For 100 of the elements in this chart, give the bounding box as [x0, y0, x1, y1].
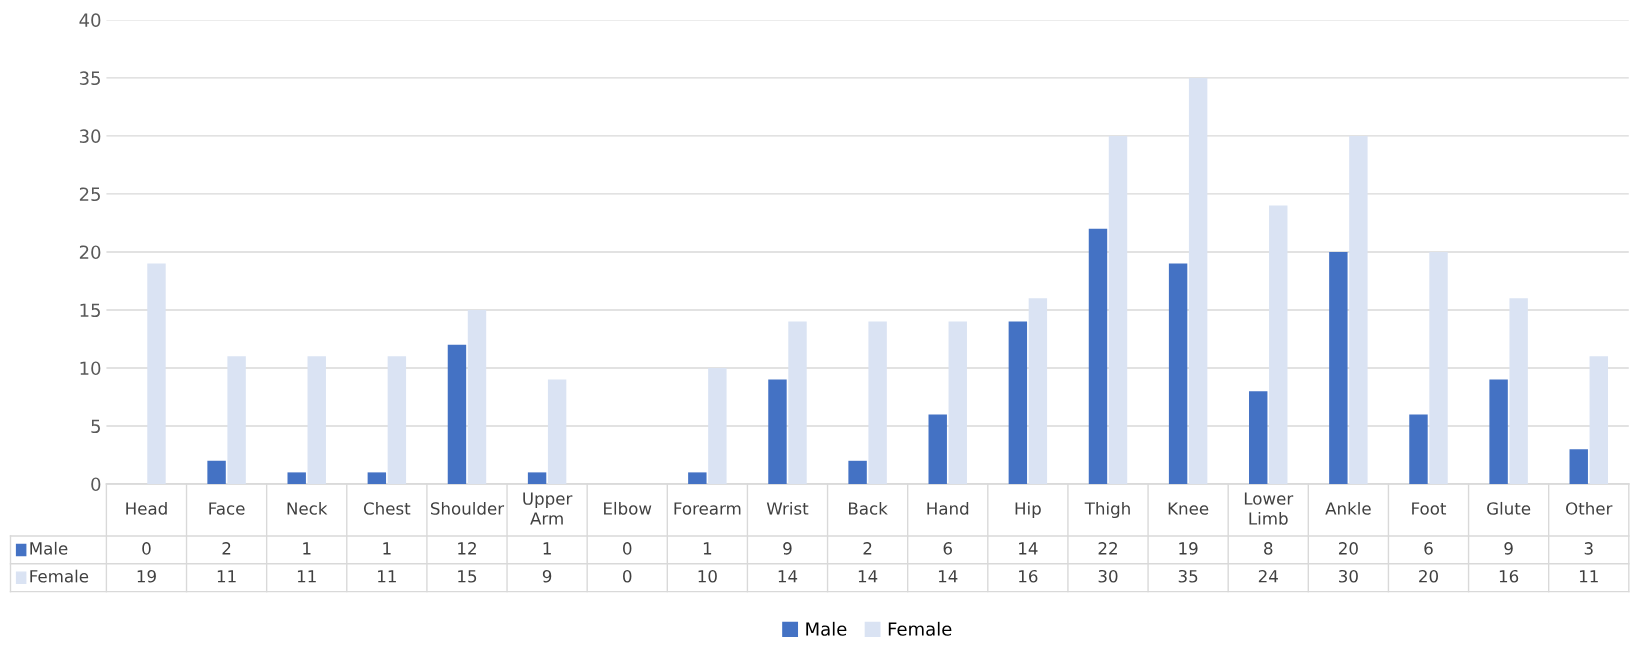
data-label: 1: [543, 542, 551, 555]
data-label: 14: [858, 570, 878, 583]
data-label: 20: [1419, 569, 1438, 583]
text: Male: [30, 541, 68, 555]
x-tick-label: Forearm: [674, 502, 741, 515]
bar: [928, 414, 947, 484]
data-label: 2: [222, 542, 231, 555]
x-tick-label: Thigh: [1084, 501, 1130, 519]
bar: [1168, 263, 1188, 484]
bar: [287, 472, 306, 484]
bar: [788, 321, 807, 484]
y-tick-label: 15: [80, 303, 100, 318]
bar: [467, 309, 487, 484]
x-tick-label: Neck: [287, 501, 328, 515]
data-label: 6: [1424, 542, 1433, 555]
bar: [768, 379, 787, 484]
legend-label: Female: [30, 569, 89, 583]
x-tick-label: Back: [849, 501, 888, 515]
data-label: 1: [303, 542, 311, 555]
bar: [1569, 449, 1588, 484]
x-tick-label: Knee: [1168, 502, 1209, 515]
bar: [1429, 251, 1448, 484]
data-label: 19: [137, 569, 156, 583]
y-tick-label: 30: [79, 129, 101, 144]
bar: [307, 356, 326, 484]
bar: [1108, 135, 1128, 484]
data-label: 16: [1019, 569, 1038, 583]
x-tick-label: Other: [1566, 501, 1613, 515]
y-tick-label: 25: [79, 187, 100, 202]
x-tick-label: Head: [126, 501, 167, 515]
data-label: 8: [1264, 542, 1273, 555]
bar: [1008, 321, 1028, 484]
bar: [1349, 135, 1368, 484]
data-label: 0: [623, 542, 632, 555]
data-label: 35: [1178, 569, 1198, 583]
data-label: 14: [938, 570, 958, 583]
data-label: 3: [1584, 542, 1593, 555]
x-tick-label: Hand: [927, 501, 969, 515]
y-tick-label: 0: [91, 477, 101, 492]
y-tick-label: 40: [79, 13, 101, 28]
bar: [1249, 391, 1268, 484]
bar: [447, 344, 467, 484]
bar: [227, 356, 246, 484]
y-tick-label: 20: [79, 245, 101, 260]
bar: [1028, 298, 1048, 484]
x-tick-label: Face: [209, 502, 245, 515]
data-label: 0: [623, 569, 632, 583]
bar: [1269, 205, 1288, 484]
y-tick-label: 5: [91, 419, 100, 434]
data-label: 12: [458, 542, 476, 555]
data-label: 11: [1579, 570, 1598, 583]
data-label: 14: [778, 570, 798, 583]
data-label: 10: [698, 569, 717, 583]
x-tick-label: Wrist: [766, 501, 809, 515]
data-label: 9: [542, 569, 552, 583]
bar: [147, 263, 166, 484]
bar: [207, 460, 226, 484]
data-label: 11: [217, 570, 236, 583]
data-label: 6: [943, 542, 952, 555]
x-tick-label: Lower Limb: [1244, 492, 1294, 525]
bar: [547, 379, 567, 484]
data-label: 19: [1179, 542, 1198, 555]
data-label: 22: [1098, 542, 1117, 555]
x-tick-label: Chest: [363, 501, 411, 515]
bar: [688, 472, 707, 484]
bar: [1188, 77, 1208, 484]
bar: [387, 356, 407, 484]
data-label: 0: [142, 542, 151, 555]
bar: [948, 321, 967, 484]
bar: [1509, 298, 1528, 484]
data-label: 11: [378, 570, 396, 583]
bar: [848, 460, 867, 484]
x-tick-label: Ankle: [1325, 501, 1371, 515]
bar: [527, 472, 547, 484]
bar: [367, 472, 387, 484]
text: Female: [888, 621, 952, 636]
data-label: 24: [1258, 569, 1278, 583]
x-tick-label: Elbow: [604, 501, 652, 515]
x-tick-label: Foot: [1412, 502, 1447, 515]
data-label: 14: [1019, 542, 1038, 555]
data-label: 30: [1339, 569, 1358, 583]
y-tick-label: 10: [80, 361, 101, 376]
data-label: 16: [1499, 569, 1519, 583]
data-label: 2: [863, 542, 872, 555]
data-label: 15: [458, 570, 477, 583]
data-label: 9: [1504, 542, 1513, 555]
data-label: 1: [703, 542, 712, 555]
bar: [1329, 251, 1348, 484]
bar: [1589, 356, 1608, 484]
legend-label: Male: [806, 621, 847, 636]
bar: [1409, 414, 1428, 484]
bar: [708, 367, 727, 484]
x-tick-label: Hip: [1015, 501, 1041, 519]
x-tick-label: Glute: [1487, 501, 1531, 515]
x-tick-label: Upper Arm: [523, 492, 573, 525]
bar: [868, 321, 887, 484]
bar: [1489, 379, 1508, 484]
data-label: 20: [1338, 542, 1358, 555]
x-tick-label: Shoulder: [430, 501, 505, 515]
data-label: 11: [297, 570, 316, 583]
